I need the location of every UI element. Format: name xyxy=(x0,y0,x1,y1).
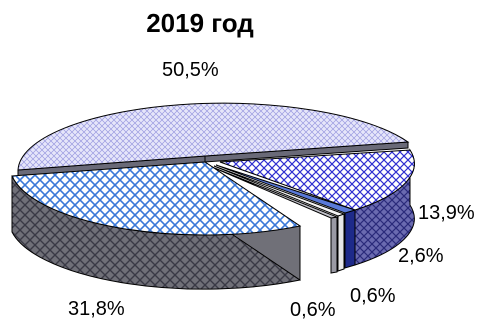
data-label-0-6-a: 0,6% xyxy=(350,285,396,307)
pie-slice-50-5 xyxy=(17,102,410,177)
pie-slice-13-9 xyxy=(219,148,415,266)
pie-slice-31-8 xyxy=(11,161,302,290)
pie-slice-0-6-a xyxy=(213,165,346,272)
data-label-0-6-b: 0,6% xyxy=(290,299,336,321)
pie-slice-0-6-b xyxy=(211,166,339,274)
data-label-13-9: 13,9% xyxy=(418,202,475,224)
data-label-2-6: 2,6% xyxy=(398,245,444,267)
pie-slice-2-6 xyxy=(215,164,357,269)
chart-title: 2019 год xyxy=(146,8,254,38)
data-label-50-5: 50,5% xyxy=(162,59,219,81)
data-label-31-8: 31,8% xyxy=(68,298,125,320)
